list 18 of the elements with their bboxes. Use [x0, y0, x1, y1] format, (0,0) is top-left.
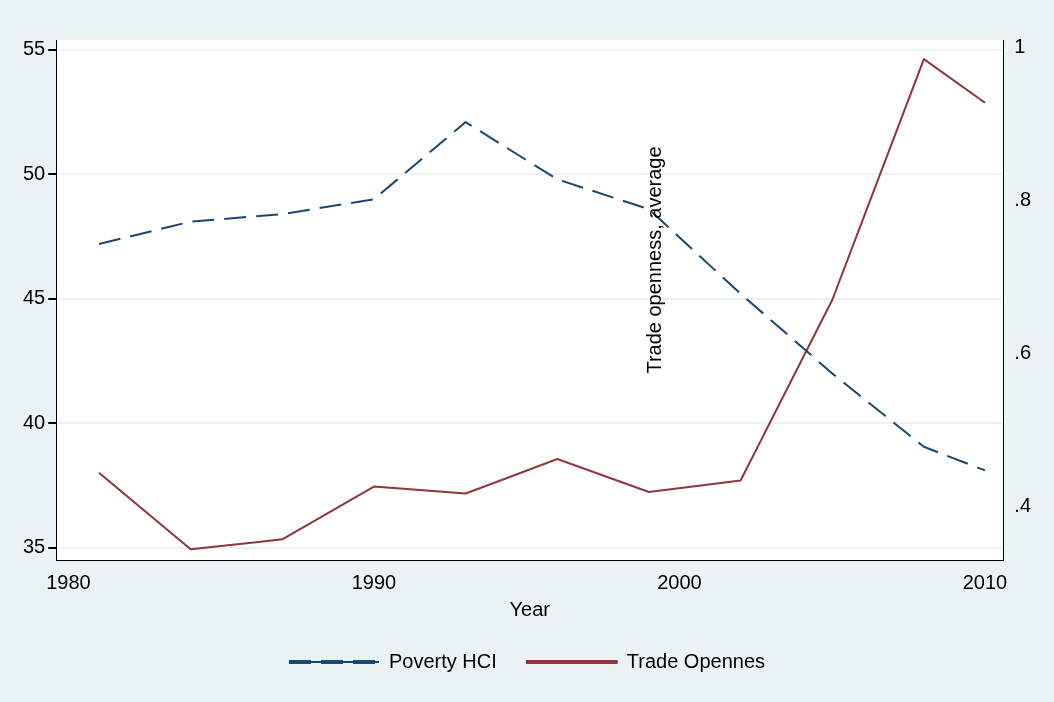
y-tick-label: 45	[23, 286, 46, 309]
x-tick-label: 1980	[46, 570, 91, 593]
y-tick-label: 40	[23, 410, 46, 433]
legend-label: Poverty HCI	[388, 649, 497, 672]
legend-label: Trade Opennes	[626, 649, 766, 672]
y2-tick-label: 1	[1014, 35, 1026, 58]
y2-axis-title: Trade openness, average	[643, 146, 666, 374]
y2-tick-label: .4	[1014, 493, 1032, 516]
x-tick-label: 2010	[962, 570, 1008, 593]
x-axis-title: Year	[509, 597, 551, 620]
line-series	[98, 121, 986, 472]
x-tick-label: 1990	[351, 570, 397, 593]
y-tick-label: 55	[23, 37, 46, 60]
y-tick-label: 35	[23, 535, 46, 558]
y-tick-label: 50	[23, 161, 46, 184]
x-tick-label: 2000	[657, 570, 702, 593]
y2-tick-label: .8	[1014, 188, 1032, 211]
y2-tick-label: .6	[1014, 341, 1032, 364]
